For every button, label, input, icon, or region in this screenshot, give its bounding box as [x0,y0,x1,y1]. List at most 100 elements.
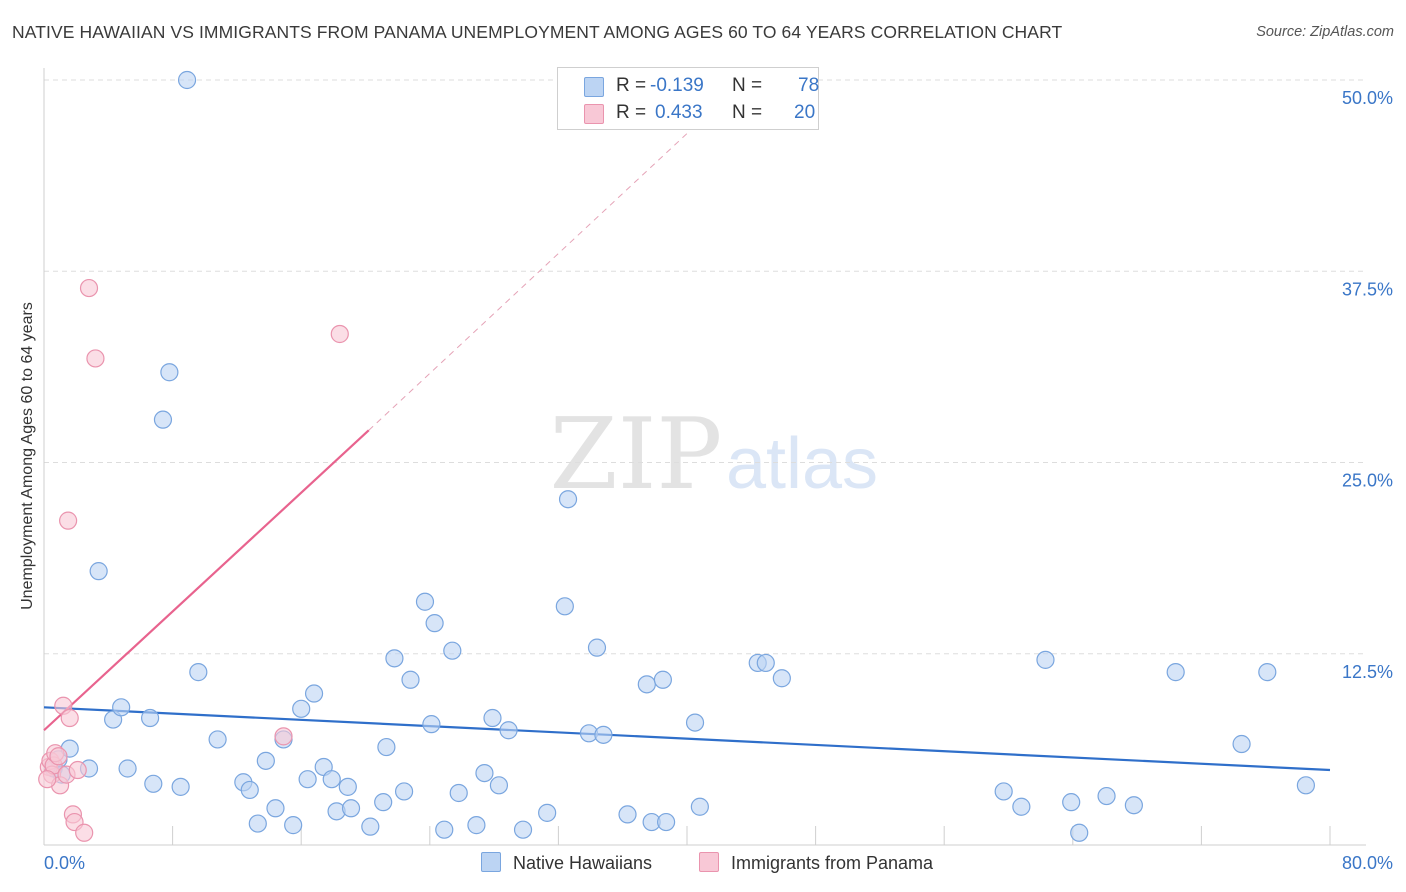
data-point-native-hawaiians [994,782,1013,801]
stats-r-label: R = [616,75,647,96]
stats-box: R = -0.139 N = 78 R = 0.433 N = 20 [557,67,819,130]
stats-r-value: -0.139 [650,75,704,96]
stats-swatch-blue [584,77,604,97]
data-point-immigrants-panama [38,770,57,789]
data-point-native-hawaiians [513,820,533,839]
data-point-native-hawaiians [594,725,613,744]
data-point-native-hawaiians [443,641,462,660]
trend-line-extension-immigrants-panama [368,133,688,431]
trend-line-native-hawaiians [43,706,1331,772]
stats-n-value: 78 [798,75,820,96]
data-point-immigrants-panama [79,278,99,298]
data-point-native-hawaiians [587,638,607,657]
data-point-native-hawaiians [361,817,380,836]
watermark: ZIP atlas [550,398,878,512]
data-point-native-hawaiians [377,737,396,757]
data-point-native-hawaiians [415,592,435,611]
data-point-native-hawaiians [618,805,637,824]
data-point-immigrants-panama [60,708,79,728]
data-point-native-hawaiians [256,751,275,770]
chart-title: NATIVE HAWAIIAN VS IMMIGRANTS FROM PANAM… [12,22,1063,42]
data-point-native-hawaiians [284,816,303,835]
data-point-native-hawaiians [1062,793,1081,812]
x-tick-label: 80.0% [1342,853,1393,873]
watermark-zip: ZIP [550,398,723,512]
data-point-native-hawaiians [292,699,311,718]
data-point-immigrants-panama [75,823,94,842]
data-point-native-hawaiians [558,490,578,509]
tick-labels: 12.5% 25.0% 37.5% 50.0% 0.0% 80.0% [44,88,1393,873]
data-point-native-hawaiians [304,684,324,703]
data-point-native-hawaiians [772,669,791,688]
data-point-native-hawaiians [499,721,518,740]
data-point-native-hawaiians [298,770,317,789]
data-point-immigrants-panama [68,760,87,780]
data-point-native-hawaiians [374,793,393,812]
trend-lines [43,133,1331,772]
data-point-native-hawaiians [177,70,197,90]
data-point-native-hawaiians [1097,786,1116,806]
data-point-native-hawaiians [483,708,502,728]
data-point-native-hawaiians [425,614,444,633]
trend-line-immigrants-panama [43,429,370,732]
data-point-native-hawaiians [653,670,672,689]
data-point-native-hawaiians [538,803,557,822]
data-point-native-hawaiians [322,770,341,789]
data-point-native-hawaiians [341,799,361,818]
data-point-native-hawaiians [248,814,267,833]
data-point-native-hawaiians [140,708,160,728]
data-point-immigrants-panama [59,511,78,530]
data-point-native-hawaiians [1258,663,1277,682]
data-point-native-hawaiians [240,780,259,800]
data-point-native-hawaiians [449,783,468,803]
data-point-native-hawaiians [467,816,486,835]
stats-swatch-pink [584,104,604,124]
data-point-immigrants-panama [274,727,293,746]
data-point-native-hawaiians [475,763,494,783]
data-point-native-hawaiians [637,675,656,694]
y-axis-label: Unemployment Among Ages 60 to 64 years [19,302,36,610]
data-point-native-hawaiians [153,410,173,429]
stats-n-value: 20 [794,102,816,123]
gridlines [44,79,1366,655]
y-tick-label: 25.0% [1342,471,1393,491]
data-point-native-hawaiians [489,776,509,795]
data-point-immigrants-panama [86,349,105,368]
data-point-native-hawaiians [657,812,676,832]
data-point-immigrants-panama [330,324,349,344]
data-point-native-hawaiians [171,777,190,796]
data-point-native-hawaiians [690,797,709,816]
y-tick-label: 12.5% [1342,662,1393,682]
data-point-native-hawaiians [338,777,357,796]
data-point-native-hawaiians [1232,734,1251,754]
data-point-immigrants-panama [49,747,68,766]
data-point-native-hawaiians [160,363,179,382]
data-point-native-hawaiians [685,713,705,732]
data-point-native-hawaiians [118,759,137,778]
data-point-native-hawaiians [385,649,404,668]
data-point-native-hawaiians [401,670,420,689]
legend-swatch-pink [699,852,719,872]
data-point-native-hawaiians [756,653,775,673]
data-point-native-hawaiians [1012,797,1031,816]
y-tick-label: 37.5% [1342,279,1393,299]
legend-swatch-blue [481,852,501,872]
legend-label: Native Hawaiians [513,853,653,873]
data-point-native-hawaiians [435,820,454,839]
source-credit: Source: ZipAtlas.com [1256,24,1394,40]
data-point-native-hawaiians [266,799,285,818]
data-point-native-hawaiians [394,782,414,801]
data-point-native-hawaiians [189,663,208,682]
data-point-native-hawaiians [89,562,108,581]
legend-label: Immigrants from Panama [731,853,934,873]
data-point-native-hawaiians [1296,776,1315,795]
y-tick-label: 50.0% [1342,88,1393,108]
data-point-native-hawaiians [1036,650,1055,669]
data-point-native-hawaiians [144,774,163,793]
stats-n-label: N = [732,75,763,96]
data-point-native-hawaiians [112,698,131,717]
data-point-native-hawaiians [1124,796,1143,815]
stats-r-value: 0.433 [655,102,703,123]
stats-r-label: R = [616,102,647,123]
